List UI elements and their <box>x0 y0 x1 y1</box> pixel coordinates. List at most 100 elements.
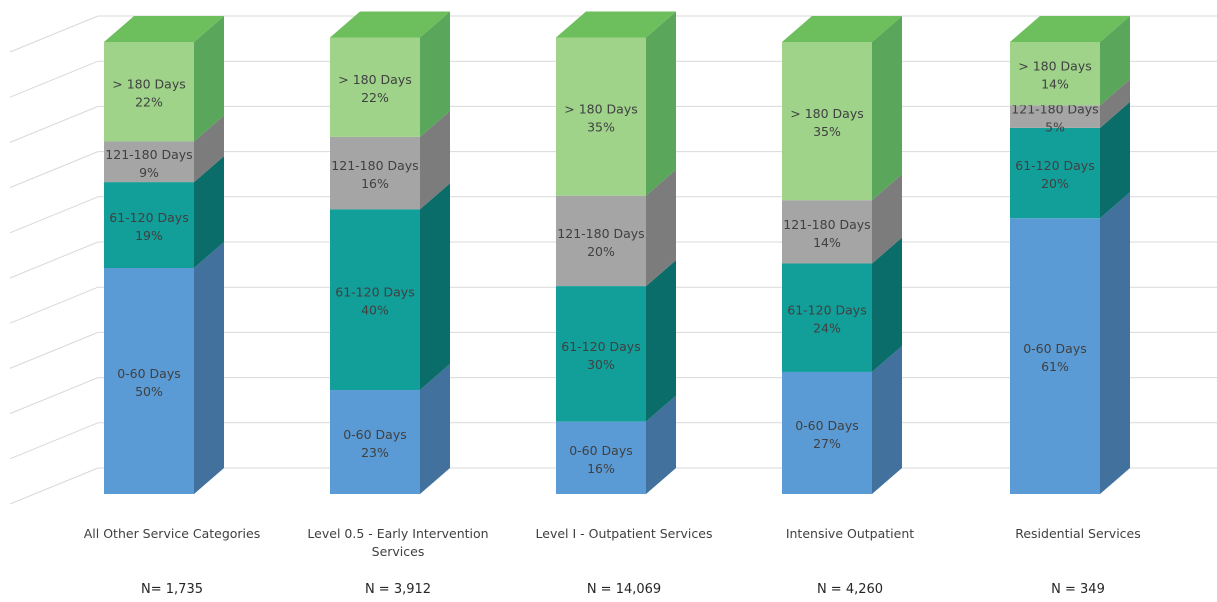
bar-segment-side <box>420 183 450 391</box>
bar-segment <box>104 268 194 494</box>
bar-top <box>556 11 676 38</box>
bar-top <box>330 11 450 38</box>
data-label: 61-120 Days 24% <box>787 303 866 336</box>
gridline-side <box>9 151 99 189</box>
bar-segment <box>330 37 420 137</box>
bar-segment-side <box>872 174 902 264</box>
data-label: 61-120 Days 40% <box>335 285 414 318</box>
data-label-value: 20% <box>1041 176 1069 191</box>
data-label-value: 27% <box>813 436 841 451</box>
gridline-side <box>9 422 99 460</box>
data-label-value: 19% <box>135 228 163 243</box>
data-label: 0-60 Days 23% <box>343 427 407 460</box>
data-label-series: 0-60 Days <box>1023 341 1087 356</box>
data-label-value: 35% <box>587 120 615 135</box>
data-label-value: 22% <box>135 95 163 110</box>
category-labels: All Other Service Categories N= 1,735 Leve… <box>84 526 1141 597</box>
data-label-series: > 180 Days <box>1018 59 1091 74</box>
data-label-series: > 180 Days <box>338 72 411 87</box>
category-label: Level 0.5 - Early Intervention <box>307 526 488 541</box>
gridline-side <box>9 467 99 505</box>
category-label: All Other Service Categories <box>84 526 260 541</box>
data-label: 0-60 Days 16% <box>569 443 633 476</box>
data-label-value: 35% <box>813 124 841 139</box>
data-label: 61-120 Days 20% <box>1015 158 1094 191</box>
data-label-series: 121-180 Days <box>783 217 870 232</box>
data-label-series: 121-180 Days <box>105 147 192 162</box>
bar-segment <box>1010 127 1100 219</box>
data-label-series: 61-120 Days <box>335 285 414 300</box>
bar-segment <box>556 421 646 494</box>
data-label: > 180 Days 14% <box>1018 59 1091 92</box>
bar-segment-side <box>420 11 450 137</box>
bar-stack: 0-60 Days 50% 61-120 Days 19% 121-180 Days 9%… <box>104 16 224 494</box>
n-label: N = 4,260 <box>817 582 883 597</box>
bar-segment <box>330 209 420 391</box>
bar-segment <box>556 286 646 422</box>
data-label-value: 20% <box>587 244 615 259</box>
bar-segment-side <box>194 242 224 494</box>
data-label-value: 14% <box>813 235 841 250</box>
bar-segment-side <box>1100 101 1130 219</box>
data-label: > 180 Days 22% <box>112 77 185 110</box>
data-label: 61-120 Days 19% <box>109 210 188 243</box>
bar-segment <box>1010 105 1100 128</box>
data-label-value: 16% <box>361 176 389 191</box>
data-label-value: 16% <box>587 461 615 476</box>
data-label-value: 30% <box>587 357 615 372</box>
data-label: 121-180 Days 5% <box>1011 102 1098 135</box>
data-label-series: 121-180 Days <box>557 226 644 241</box>
bar-segment <box>104 141 194 183</box>
data-label: 121-180 Days 16% <box>331 158 418 191</box>
data-label-series: 0-60 Days <box>795 418 859 433</box>
bar-segment <box>556 195 646 287</box>
bar-top <box>1010 16 1130 42</box>
bar-segment-side <box>872 237 902 372</box>
gridline-side <box>9 60 99 98</box>
data-label-value: 24% <box>813 321 841 336</box>
bar-segment <box>556 37 646 196</box>
bar-segment-side <box>420 364 450 494</box>
gridline-side <box>9 286 99 324</box>
data-label-series: > 180 Days <box>790 106 863 121</box>
bars: 0-60 Days 50% 61-120 Days 19% 121-180 Days 9%… <box>104 11 1130 494</box>
gridline-side <box>9 196 99 234</box>
bar-stack: 0-60 Days 23% 61-120 Days 40% 121-180 Days 16… <box>330 11 450 494</box>
bar-top <box>782 16 902 42</box>
bar-segment <box>782 263 872 372</box>
data-label-value: 22% <box>361 90 389 105</box>
n-label: N = 14,069 <box>587 582 661 597</box>
data-label-value: 23% <box>361 445 389 460</box>
bar-segment-side <box>646 169 676 287</box>
data-label-series: > 180 Days <box>112 77 185 92</box>
data-label-series: 0-60 Days <box>343 427 407 442</box>
data-label-series: 0-60 Days <box>117 366 181 381</box>
bar-segment <box>330 136 420 210</box>
bar-top <box>104 16 224 42</box>
data-label: 121-180 Days 9% <box>105 147 192 180</box>
bar-segment-side <box>1100 16 1130 106</box>
bar-segment <box>782 371 872 494</box>
data-label: > 180 Days 35% <box>564 102 637 135</box>
data-label: 0-60 Days 61% <box>1023 341 1087 374</box>
gridline-side <box>9 15 99 53</box>
bar-segment-side <box>646 395 676 494</box>
bar-segment-side <box>1100 79 1130 128</box>
bar-segment-side <box>1100 192 1130 494</box>
n-label: N = 349 <box>1051 582 1105 597</box>
data-label-series: 61-120 Days <box>561 339 640 354</box>
n-label: N= 1,735 <box>141 582 203 597</box>
data-label-value: 50% <box>135 384 163 399</box>
data-label-series: 61-120 Days <box>787 303 866 318</box>
bar-segment-side <box>646 260 676 422</box>
category-label: Intensive Outpatient <box>786 526 914 541</box>
gridline-side <box>9 105 99 143</box>
data-label-value: 40% <box>361 303 389 318</box>
bar-segment-side <box>194 16 224 142</box>
bar-segment-side <box>420 110 450 210</box>
bar-segment <box>1010 42 1100 106</box>
bar-segment-side <box>872 345 902 494</box>
bar-segment <box>330 390 420 494</box>
data-label-series: 61-120 Days <box>109 210 188 225</box>
data-label: > 180 Days 22% <box>338 72 411 105</box>
